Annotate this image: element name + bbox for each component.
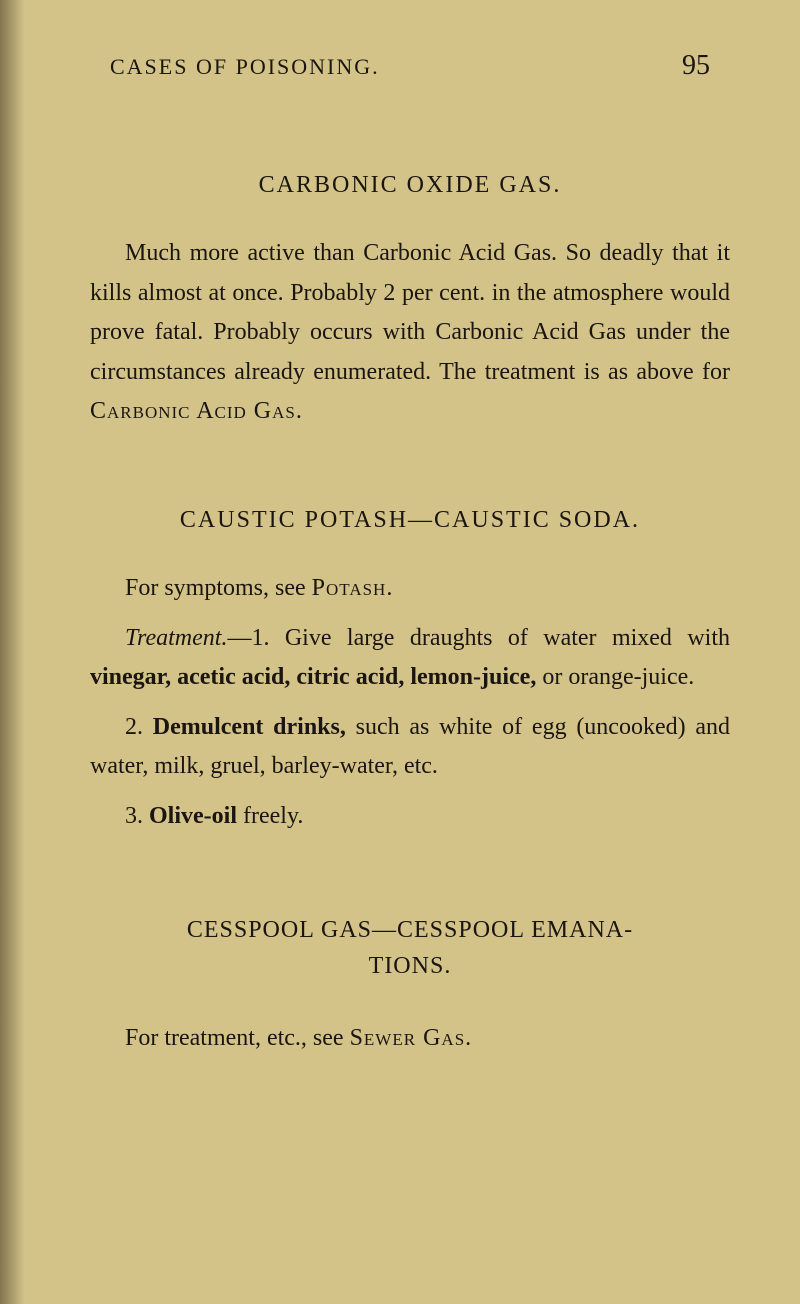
paragraph-treatment-1: Treatment.—1. Give large draughts of wat…	[90, 619, 730, 698]
paragraph-treatment-2: 2. Demulcent drinks, such as white of eg…	[90, 708, 730, 787]
section-heading-caustic-potash: CAUSTIC POTASH—CAUSTIC SODA.	[90, 507, 730, 534]
paragraph-cesspool: For treatment, etc., see Sewer Gas.	[90, 1019, 730, 1059]
running-title: CASES OF POISONING.	[110, 54, 380, 80]
paragraph-symptoms: For symptoms, see Potash.	[90, 569, 730, 609]
paragraph-carbonic-oxide: Much more active than Carbonic Acid Gas.…	[90, 234, 730, 432]
section-heading-cesspool: CESSPOOL GAS—CESSPOOL EMANA-TIONS.	[90, 912, 730, 984]
page-header: CASES OF POISONING. 95	[90, 50, 730, 82]
section-heading-carbonic-oxide: CARBONIC OXIDE GAS.	[90, 172, 730, 199]
paragraph-treatment-3: 3. Olive-oil freely.	[90, 797, 730, 837]
page-number: 95	[682, 50, 710, 82]
page-binding-shadow	[0, 0, 25, 1304]
